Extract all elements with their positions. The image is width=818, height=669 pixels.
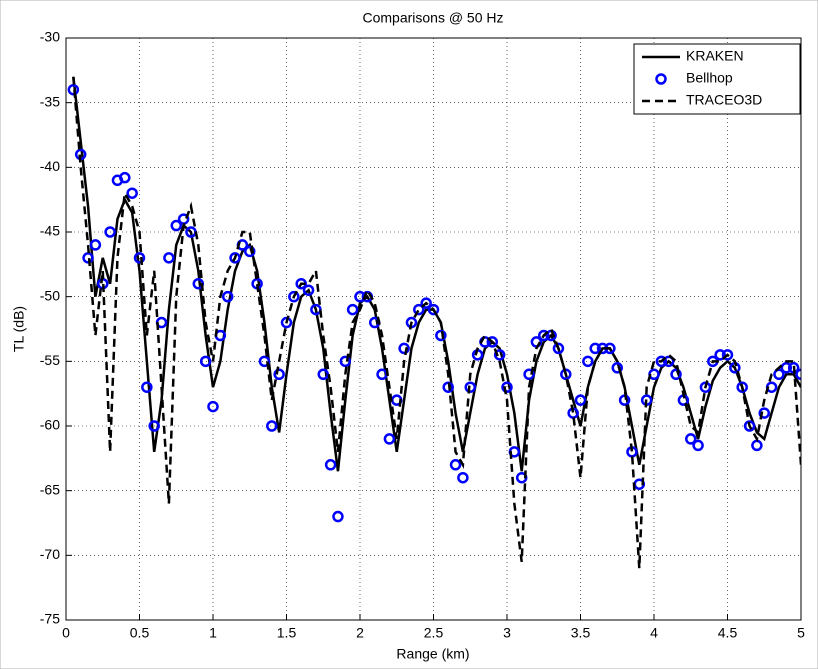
y-tick-label: -75 [40, 611, 60, 627]
bellhop-point [552, 342, 565, 355]
bellhop-point [383, 433, 396, 445]
bellhop-point [427, 303, 440, 316]
bellhop-point [324, 459, 337, 471]
plot-layer [67, 76, 801, 569]
x-tick-label: 1.5 [277, 625, 297, 641]
bellhop-point [119, 171, 131, 184]
bellhop-point [310, 303, 322, 316]
bellhop-point [104, 226, 116, 238]
bellhop-point [758, 407, 770, 419]
bellhop-point [743, 420, 756, 432]
bellhop-point [266, 420, 278, 432]
bellhop-point [199, 355, 212, 368]
legend-box [633, 43, 801, 115]
x-tick-label: 2.5 [424, 625, 444, 641]
bellhop-point [126, 187, 138, 199]
bellhop-point [244, 245, 256, 258]
bellhop-point [133, 252, 146, 264]
bellhop-point [332, 510, 344, 523]
bellhop-point [413, 303, 425, 316]
bellhop-point [302, 284, 315, 296]
y-axis-label: TL (dB) [11, 306, 27, 352]
x-tick-label: 4 [650, 625, 658, 641]
bellhop-point [736, 381, 748, 393]
axes-box [65, 37, 802, 621]
y-tick-label: -60 [40, 417, 60, 433]
bellhop-point [221, 290, 234, 303]
y-tick-label: -30 [40, 29, 60, 45]
bellhop-point [207, 400, 219, 413]
bellhop-point [141, 381, 153, 393]
x-tick-label: 5 [797, 625, 805, 641]
y-tick-label: -50 [40, 287, 60, 303]
bellhop-point [295, 277, 307, 290]
x-tick-label: 3 [503, 625, 511, 641]
bellhop-point [67, 83, 80, 96]
y-tick-label: -65 [40, 481, 60, 497]
bellhop-point [486, 336, 499, 348]
x-tick-label: 4.5 [718, 625, 738, 641]
bellhop-point [574, 394, 587, 406]
bellhop-point [773, 368, 785, 381]
bellhop-point [398, 342, 410, 355]
bellhop-point [273, 368, 285, 381]
bellhop-point [288, 290, 300, 303]
series-line [72, 76, 801, 569]
bellhop-point [89, 239, 102, 251]
x-tick-label: 3.5 [571, 625, 591, 641]
bellhop-point [685, 433, 697, 445]
y-tick-label: -45 [40, 223, 60, 239]
bellhop-point [229, 252, 241, 264]
bellhop-point [692, 439, 704, 452]
y-tick-label: -40 [40, 158, 60, 174]
bellhop-point [662, 355, 675, 368]
bellhop-point [346, 303, 359, 316]
y-tick-label: -70 [40, 546, 60, 562]
bellhop-point [721, 349, 734, 361]
x-tick-label: 2 [356, 625, 364, 641]
x-tick-label: 0 [62, 625, 70, 641]
bellhop-point [538, 329, 550, 342]
bellhop-point [523, 368, 535, 381]
bellhop-point [258, 355, 271, 368]
bellhop-point [457, 471, 469, 484]
bellhop-point [148, 420, 160, 432]
bellhop-point [589, 342, 601, 355]
legend-label: Bellhop [686, 70, 733, 86]
legend-label: TRACEO3D [686, 92, 762, 108]
y-tick-label: -55 [40, 352, 60, 368]
chart-title: Comparisons @ 50 Hz [362, 10, 503, 26]
bellhop-point [795, 368, 801, 381]
y-tick-label: -35 [40, 93, 60, 109]
bellhop-point [493, 349, 506, 361]
bellhop-point [714, 349, 726, 361]
bellhop-point [611, 362, 623, 374]
bellhop-point [501, 381, 513, 393]
bellhop-point [464, 381, 476, 393]
bellhop-point [420, 297, 432, 309]
bellhop-point [339, 355, 352, 368]
bellhop-point [435, 329, 447, 342]
bellhop-point [163, 252, 175, 264]
x-tick-label: 1 [209, 625, 217, 641]
x-tick-label: 0.5 [130, 625, 150, 641]
x-axis-label: Range (km) [396, 646, 469, 662]
bellhop-point [170, 219, 182, 232]
bellhop-point [780, 362, 793, 374]
bellhop-point [82, 252, 94, 264]
legend-label: KRAKEN [686, 48, 744, 64]
bellhop-point [655, 355, 668, 368]
legend-symbol [655, 73, 667, 85]
bellhop-point [582, 355, 594, 368]
bellhop-point [449, 459, 462, 471]
bellhop-point [670, 368, 682, 381]
